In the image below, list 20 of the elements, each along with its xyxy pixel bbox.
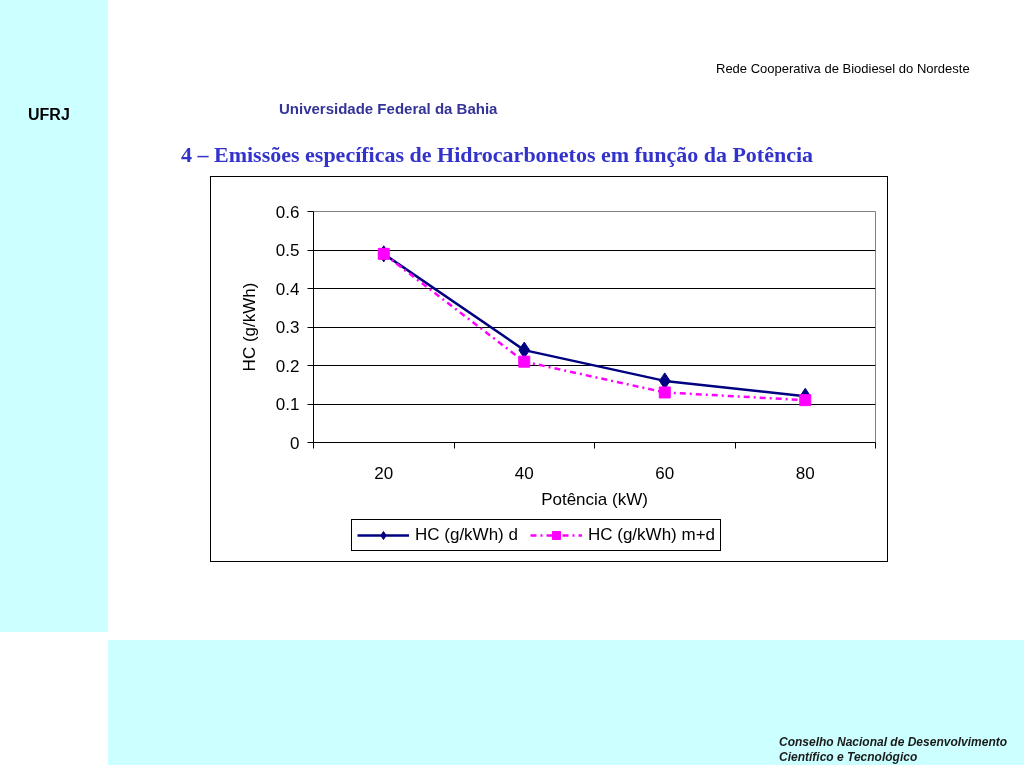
chart-title: 4 – Emissões específicas de Hidrocarbonetos em função da Potência bbox=[181, 141, 814, 169]
x-tick-label: 80 bbox=[795, 463, 815, 483]
y-tick-label: 0.5 bbox=[275, 241, 300, 260]
text: Rede Cooperativa de Biodiesel do Nordeste bbox=[716, 60, 970, 78]
text: Conselho Nacional de Desenvolvimento Científico e Tecnológico bbox=[779, 735, 1009, 765]
y-tick-label: 0.1 bbox=[275, 395, 300, 414]
x-tick-label: 60 bbox=[655, 463, 675, 483]
y-tick-label: 0.3 bbox=[275, 318, 300, 337]
y-tick-label: 0.6 bbox=[275, 202, 300, 222]
y-tick-label: 0.4 bbox=[275, 279, 300, 299]
x-axis-title: Potência (kW) bbox=[541, 489, 648, 509]
y-tick-label: 0 bbox=[290, 433, 300, 453]
legend-label: HC (g/kWh) d bbox=[415, 525, 518, 545]
text: UFRJ bbox=[28, 105, 70, 125]
text: Universidade Federal da Bahia bbox=[279, 99, 498, 119]
legend-label: HC (g/kWh) m+d bbox=[587, 525, 716, 545]
y-tick-label: 0.2 bbox=[275, 356, 300, 376]
y-axis-title: HC (g/kWh) bbox=[239, 282, 259, 372]
x-tick-label: 20 bbox=[374, 463, 394, 483]
x-tick-label: 40 bbox=[514, 463, 534, 483]
